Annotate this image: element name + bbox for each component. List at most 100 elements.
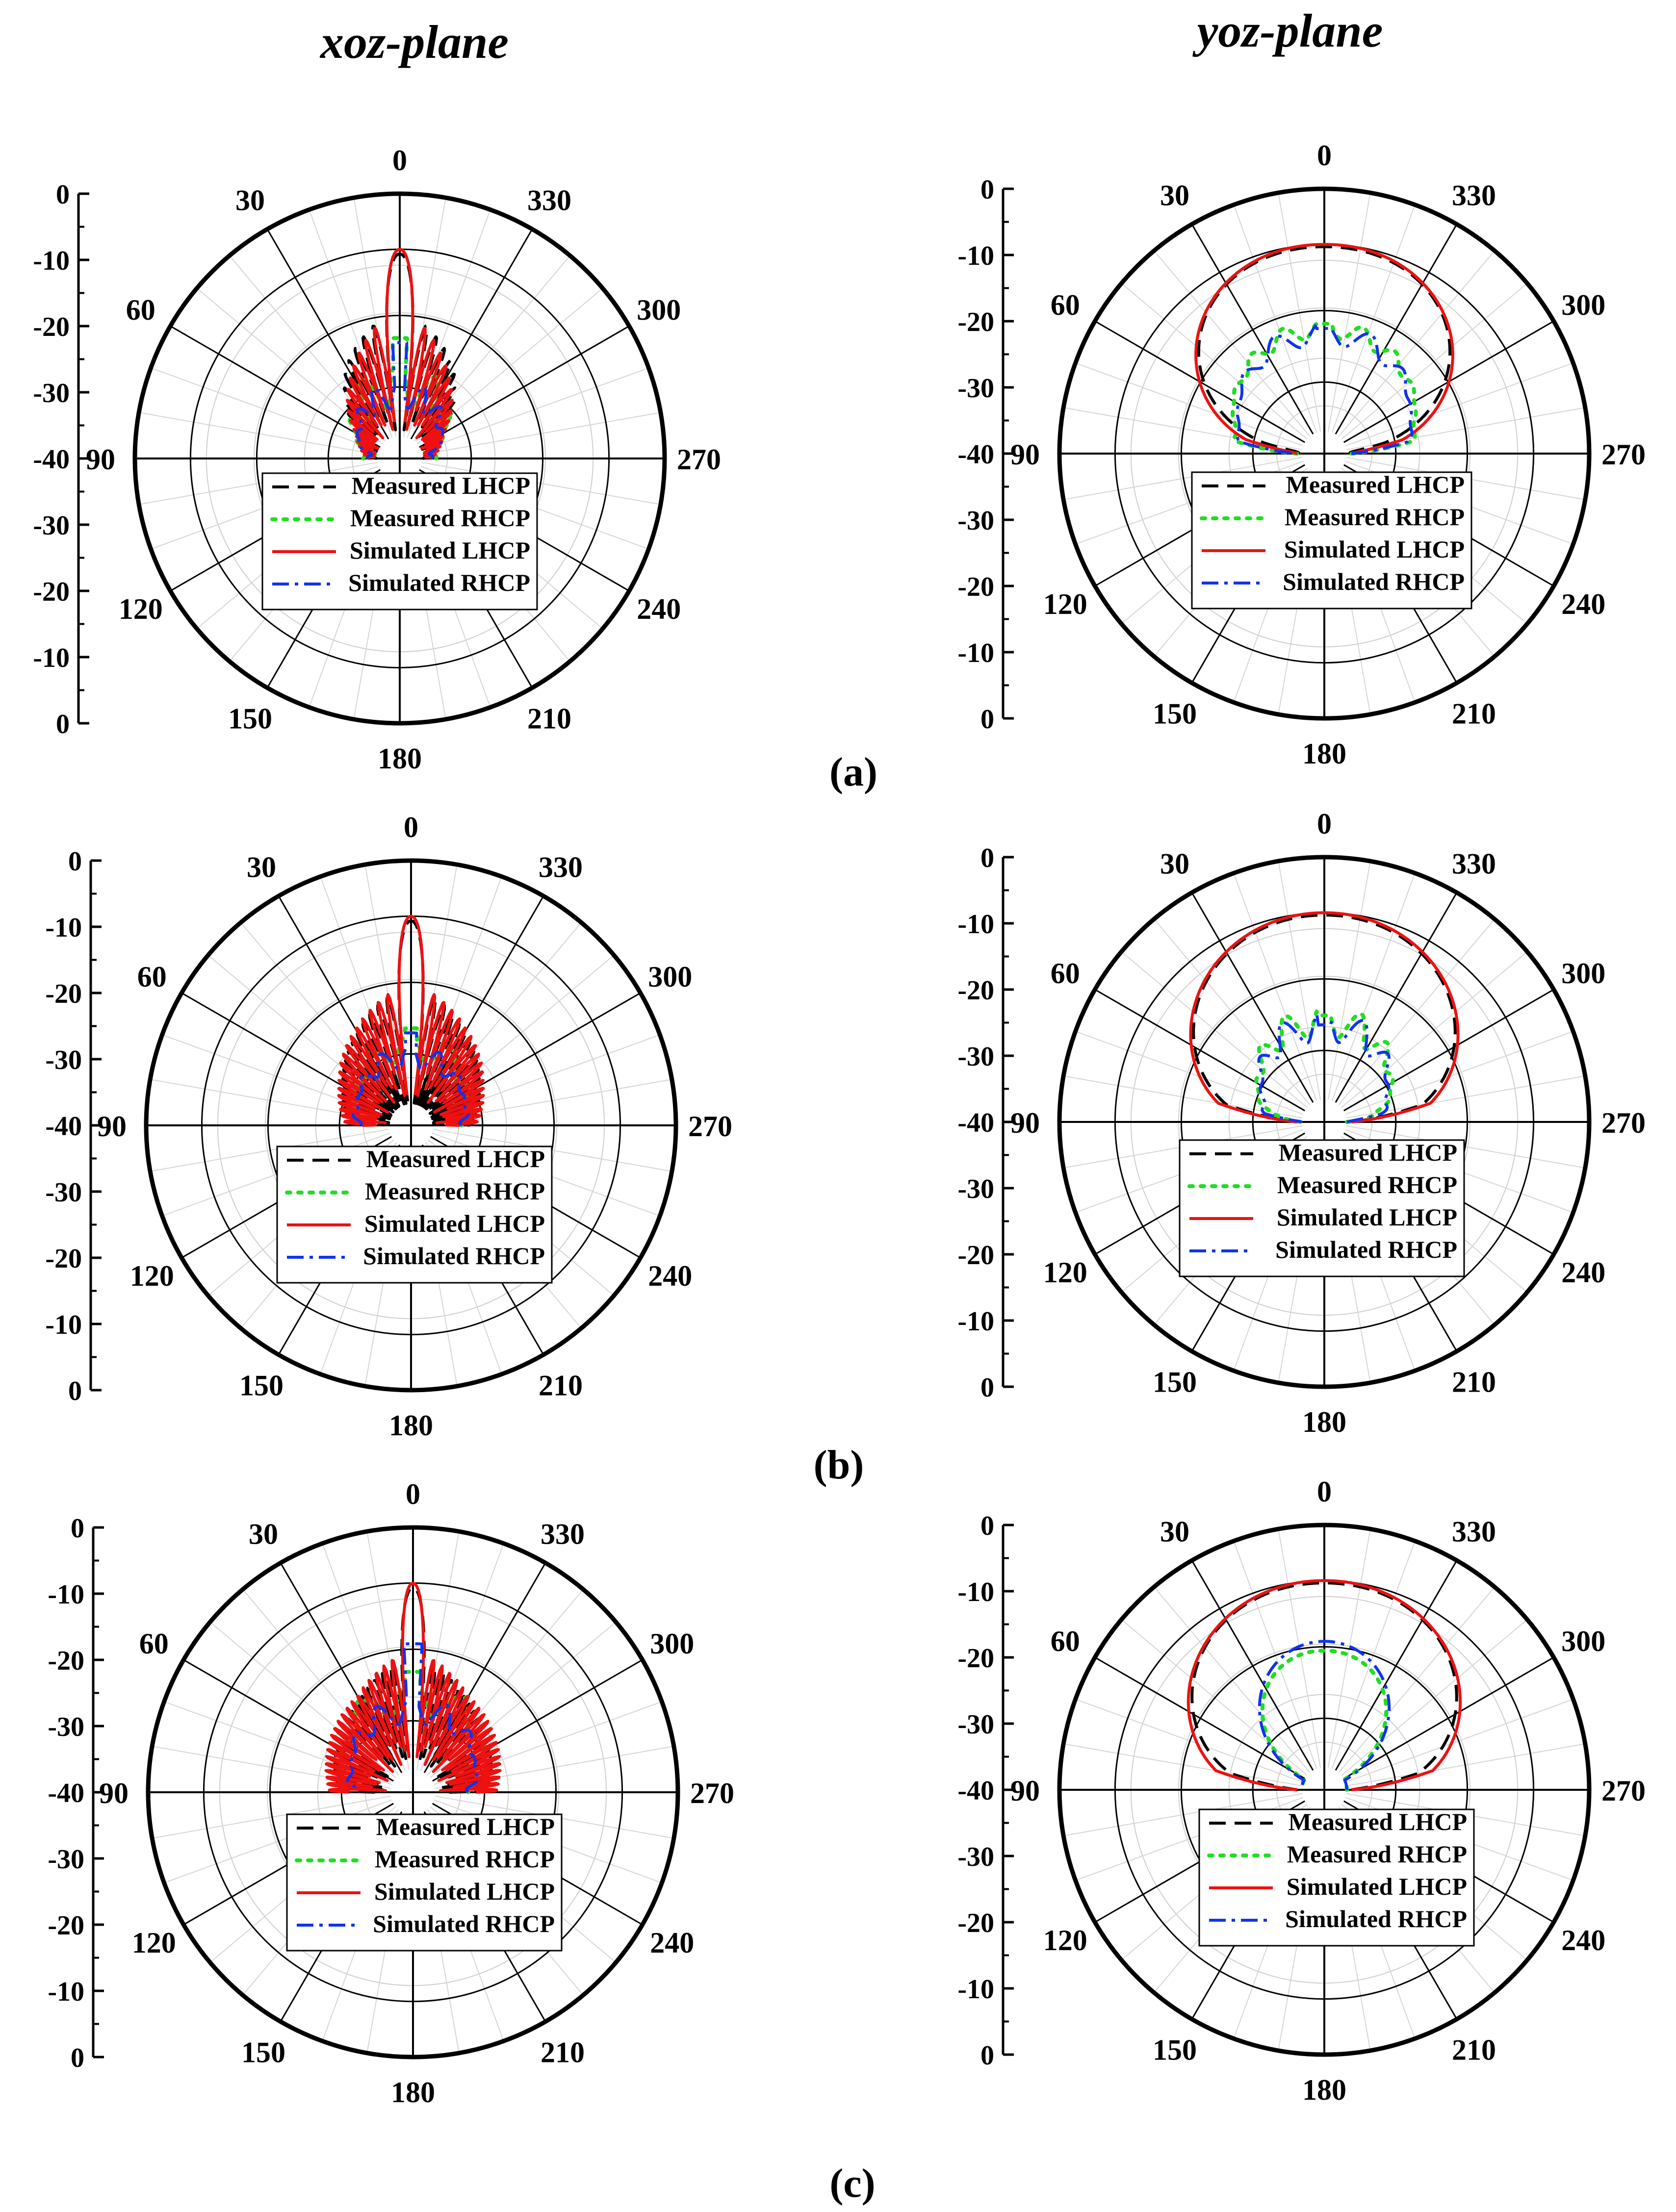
- angle-label: 0: [404, 811, 418, 843]
- outer-ring: [1057, 1523, 1592, 2057]
- angle-label: 180: [378, 742, 422, 775]
- legend-box: [276, 1145, 553, 1284]
- angle-label: 210: [527, 702, 571, 735]
- angle-label: 210: [539, 1369, 583, 1401]
- radial-tick-label: -20: [33, 312, 70, 342]
- legend-box: [1198, 1808, 1475, 1947]
- angle-label: 330: [541, 1518, 585, 1551]
- angle-label: 270: [1601, 1775, 1646, 1807]
- angle-label: 150: [228, 702, 272, 735]
- radial-tick-label: -40: [48, 1778, 84, 1808]
- series-line-simulated-rhcp: [346, 1642, 480, 1794]
- legend: Measured LHCP Measured RHCP Simulated LHCP…: [286, 1813, 563, 1952]
- angle-label: 240: [650, 1927, 694, 1959]
- angle-label: 300: [1561, 957, 1605, 990]
- radial-tick-label: -10: [957, 638, 994, 668]
- radial-tick-label: -30: [957, 1842, 994, 1872]
- radial-tick-label: -30: [48, 1844, 84, 1875]
- radial-tick-label: 0: [980, 175, 994, 205]
- series-line-simulated-rhcp: [351, 1031, 470, 1127]
- legend-label: Simulated LHCP: [1284, 535, 1465, 563]
- radial-tick-label: -30: [33, 510, 70, 541]
- radial-tick-label: 0: [68, 1376, 82, 1406]
- legend-label: Measured LHCP: [366, 1145, 545, 1172]
- angle-label: 60: [1051, 1625, 1080, 1657]
- radial-tick-label: -10: [48, 1579, 84, 1610]
- major-spoke: [419, 325, 630, 448]
- series-line-simulated-rhcp: [355, 341, 445, 460]
- angle-label: 150: [241, 2036, 285, 2068]
- radial-axis: 0 -10 -20 -30 -40 -30 -20 -10 0: [957, 843, 1014, 1403]
- outer-ring: [146, 1525, 680, 2059]
- radial-tick-label: -10: [957, 1974, 994, 2005]
- polar-chart-1: 0 30 60 90 120 150 180 210 240 270 300 330 0 -10 -20 -3…: [33, 144, 721, 775]
- angle-label: 240: [637, 593, 681, 625]
- angle-label: 90: [1010, 1775, 1040, 1807]
- legend-label: Simulated RHCP: [1285, 1905, 1467, 1932]
- right-column-title: yoz-plane: [1192, 4, 1383, 57]
- legend-box: [286, 1813, 563, 1952]
- angle-label: 240: [1561, 1256, 1605, 1289]
- angle-label: 300: [637, 294, 681, 326]
- angle-label: 90: [97, 1110, 127, 1143]
- polar-grid: [146, 1525, 680, 2059]
- angle-label: 0: [406, 1478, 420, 1510]
- radial-tick-label: -20: [957, 975, 994, 1006]
- radial-tick-label: -20: [48, 1910, 84, 1941]
- legend-label: Measured RHCP: [1277, 1171, 1457, 1198]
- legend: Measured LHCP Measured RHCP Simulated LHCP…: [276, 1145, 553, 1284]
- angle-label: 30: [235, 184, 265, 217]
- radial-tick-label: -30: [48, 1712, 84, 1742]
- legend-label: Simulated LHCP: [374, 1878, 555, 1905]
- angle-label: 180: [1302, 737, 1346, 770]
- series-line-simulated-lhcp: [1186, 1579, 1462, 1791]
- radial-tick-label: -20: [957, 1908, 994, 1938]
- series-line-simulated-lhcp: [1194, 243, 1454, 455]
- angle-label: 60: [139, 1627, 169, 1660]
- angle-label: 120: [119, 593, 163, 625]
- series-line-simulated-rhcp: [1257, 1013, 1391, 1123]
- angle-label: 270: [1601, 1107, 1646, 1139]
- radial-tick-label: 0: [980, 2040, 994, 2071]
- angle-label: 330: [1452, 848, 1496, 880]
- angle-label: 0: [1317, 139, 1332, 172]
- radial-tick-label: -40: [957, 439, 994, 470]
- angle-label: 0: [1317, 1475, 1332, 1508]
- legend-label: Simulated RHCP: [348, 569, 530, 596]
- radial-tick-label: 0: [980, 704, 994, 735]
- outer-ring: [132, 191, 667, 726]
- major-spoke: [1335, 1560, 1458, 1771]
- radial-tick-label: -30: [957, 1042, 994, 1072]
- angle-label: 90: [1010, 438, 1040, 471]
- angle-label: 60: [1051, 957, 1080, 990]
- series-line-simulated-rhcp: [1258, 1640, 1391, 1791]
- series-line-simulated-lhcp: [1189, 911, 1460, 1123]
- radial-tick-label: 0: [980, 1511, 994, 1541]
- angle-label: 270: [677, 443, 721, 476]
- legend-label: Simulated RHCP: [373, 1910, 555, 1937]
- radial-tick-label: -10: [957, 1306, 994, 1337]
- series-line-simulated-lhcp: [346, 248, 454, 460]
- angle-label: 300: [1561, 1625, 1605, 1657]
- angle-label: 330: [1452, 179, 1496, 212]
- legend-label: Simulated LHCP: [364, 1210, 545, 1237]
- angle-label: 30: [1160, 1516, 1189, 1548]
- legend-label: Measured LHCP: [1279, 1139, 1457, 1166]
- panel-label-c: (c): [829, 2161, 875, 2206]
- polar-chart-3: 0 30 60 90 120 150 180 210 240 270 300 330 0 -10 -20 -3…: [45, 811, 732, 1442]
- major-spoke: [1343, 989, 1554, 1112]
- radial-tick-label: -30: [957, 1174, 994, 1204]
- angle-label: 300: [648, 961, 692, 993]
- radial-tick-label: 0: [56, 709, 70, 739]
- legend: Measured LHCP Measured RHCP Simulated LHCP…: [1198, 1808, 1475, 1947]
- legend: Measured LHCP Measured RHCP Simulated LHCP…: [261, 472, 538, 610]
- series-line-measured-lhcp: [1190, 1581, 1458, 1791]
- radial-tick-label: -10: [957, 909, 994, 940]
- radial-tick-label: -30: [45, 1177, 82, 1208]
- radial-tick-label: -10: [33, 246, 70, 276]
- angle-label: 210: [541, 2036, 585, 2068]
- angle-label: 120: [130, 1260, 174, 1292]
- legend-label: Simulated RHCP: [363, 1242, 545, 1270]
- angle-label: 90: [1010, 1107, 1040, 1139]
